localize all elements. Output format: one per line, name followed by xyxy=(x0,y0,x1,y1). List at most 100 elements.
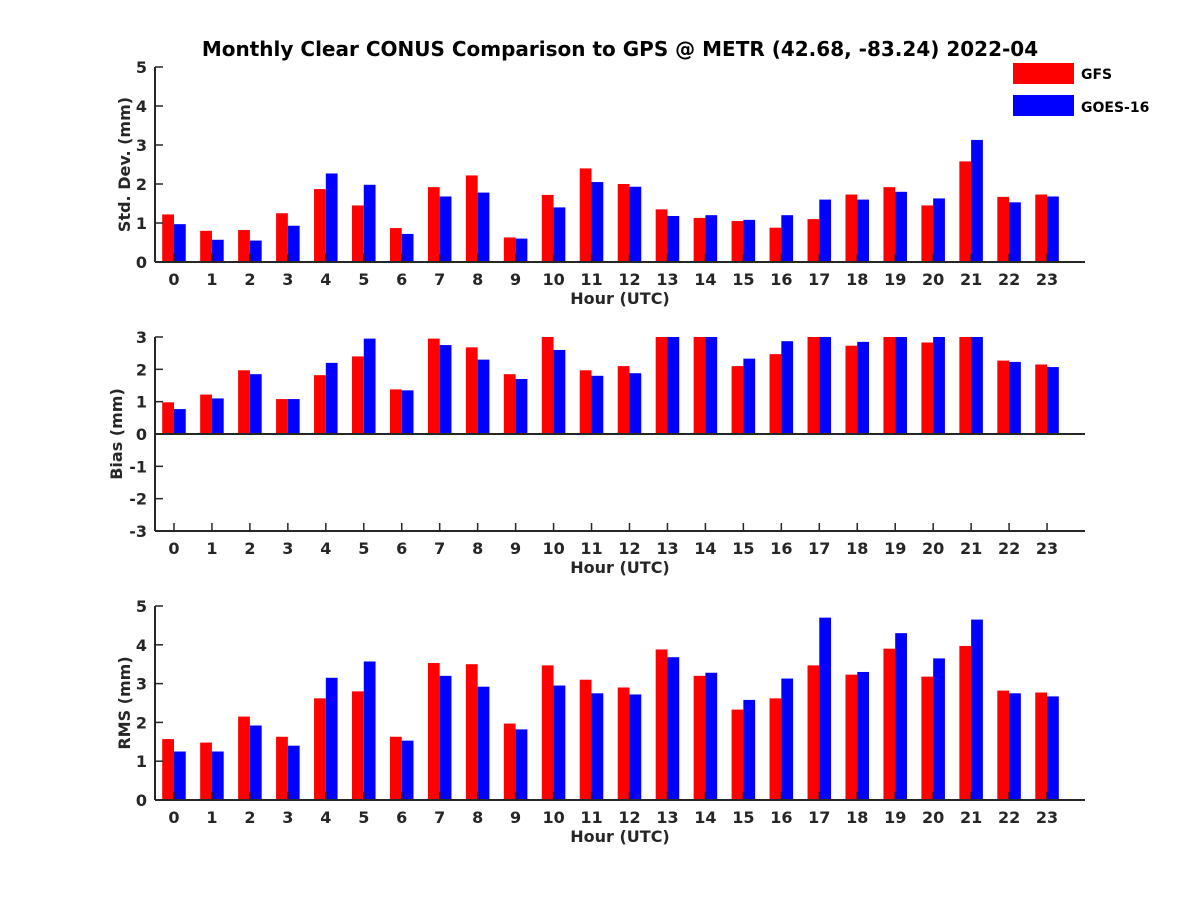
bar-gfs-hour-20 xyxy=(921,676,934,800)
bar-goes16-hour-11 xyxy=(591,375,604,434)
bar-gfs-hour-2 xyxy=(238,230,250,262)
bar-goes16-hour-15 xyxy=(743,358,756,434)
x-tick-label: 12 xyxy=(618,270,640,289)
bar-gfs-hour-1 xyxy=(200,742,212,800)
x-tick-label: 18 xyxy=(846,539,868,558)
x-tick-label: 10 xyxy=(542,539,564,558)
legend-swatch-goes16 xyxy=(1013,95,1074,116)
bar-gfs-hour-11 xyxy=(579,679,592,800)
x-tick-label: 11 xyxy=(580,539,602,558)
x-tick-label: 19 xyxy=(884,270,906,289)
x-tick-label: 5 xyxy=(358,539,369,558)
x-tick-label: 10 xyxy=(542,808,564,827)
x-tick-label: 15 xyxy=(732,808,754,827)
x-tick-label: 8 xyxy=(472,808,483,827)
y-axis-label: Std. Dev. (mm) xyxy=(115,97,134,232)
bar-gfs-hour-23 xyxy=(1035,692,1048,800)
bar-goes16-hour-5 xyxy=(363,661,376,800)
x-tick-label: 12 xyxy=(618,539,640,558)
x-tick-label: 21 xyxy=(960,270,982,289)
bar-gfs-hour-16 xyxy=(769,227,782,262)
bar-gfs-hour-9 xyxy=(503,237,516,262)
legend-label-goes16: GOES-16 xyxy=(1081,100,1149,116)
x-tick-label: 9 xyxy=(510,539,521,558)
bar-goes16-hour-7 xyxy=(439,196,452,262)
y-tick-label: 2 xyxy=(136,175,147,194)
bar-goes16-hour-2 xyxy=(249,725,262,800)
bar-goes16-hour-16 xyxy=(781,341,794,434)
bar-gfs-hour-3 xyxy=(276,736,288,800)
bar-goes16-hour-23 xyxy=(1047,367,1059,434)
x-tick-label: 23 xyxy=(1036,270,1058,289)
x-tick-label: 16 xyxy=(770,270,792,289)
bar-goes16-hour-16 xyxy=(781,215,794,262)
x-tick-label: 23 xyxy=(1036,808,1058,827)
bar-gfs-hour-17 xyxy=(807,337,820,434)
bar-goes16-hour-9 xyxy=(515,729,528,800)
bar-gfs-hour-10 xyxy=(541,337,554,434)
x-tick-label: 8 xyxy=(472,539,483,558)
bar-gfs-hour-23 xyxy=(1035,194,1048,262)
x-tick-label: 4 xyxy=(320,539,331,558)
bar-gfs-hour-23 xyxy=(1035,364,1048,434)
y-tick-label: 0 xyxy=(136,425,147,444)
x-tick-label: 9 xyxy=(510,808,521,827)
bar-gfs-hour-10 xyxy=(541,665,554,800)
bar-gfs-hour-11 xyxy=(579,370,592,434)
bar-goes16-hour-1 xyxy=(211,239,224,262)
bar-gfs-hour-19 xyxy=(883,337,896,434)
bar-goes16-hour-16 xyxy=(781,678,794,800)
bar-gfs-hour-20 xyxy=(921,205,934,262)
bar-gfs-hour-10 xyxy=(541,194,554,262)
x-tick-label: 3 xyxy=(282,808,293,827)
bar-gfs-hour-18 xyxy=(845,345,858,434)
bar-gfs-hour-17 xyxy=(807,665,820,800)
bar-goes16-hour-11 xyxy=(591,182,604,262)
bar-goes16-hour-20 xyxy=(933,337,945,434)
x-tick-label: 5 xyxy=(358,270,369,289)
bar-goes16-hour-7 xyxy=(439,345,452,434)
legend-label-gfs: GFS xyxy=(1081,67,1112,83)
x-tick-label: 22 xyxy=(998,270,1020,289)
x-tick-label: 11 xyxy=(580,808,602,827)
x-tick-label: 13 xyxy=(656,539,678,558)
bar-goes16-hour-7 xyxy=(439,675,452,800)
x-tick-label: 14 xyxy=(694,808,716,827)
x-tick-label: 7 xyxy=(434,808,445,827)
x-tick-label: 11 xyxy=(580,270,602,289)
bar-gfs-hour-8 xyxy=(465,175,478,262)
y-tick-label: 0 xyxy=(136,253,147,272)
bar-goes16-hour-6 xyxy=(401,233,414,262)
bar-goes16-hour-19 xyxy=(895,191,907,262)
bar-gfs-hour-22 xyxy=(997,360,1010,434)
bar-goes16-hour-8 xyxy=(477,686,490,800)
y-tick-label: 1 xyxy=(136,214,147,233)
x-tick-label: 16 xyxy=(770,539,792,558)
y-tick-label: -3 xyxy=(129,522,147,541)
bar-goes16-hour-19 xyxy=(895,633,907,800)
x-tick-label: 17 xyxy=(808,270,830,289)
x-tick-label: 10 xyxy=(542,270,564,289)
bar-goes16-hour-18 xyxy=(857,199,870,262)
bar-goes16-hour-11 xyxy=(591,693,604,800)
y-tick-label: 5 xyxy=(136,597,147,616)
y-tick-label: 4 xyxy=(136,97,147,116)
bar-gfs-hour-21 xyxy=(959,337,972,434)
x-tick-label: 4 xyxy=(320,270,331,289)
bar-goes16-hour-20 xyxy=(933,658,945,800)
x-tick-label: 18 xyxy=(846,808,868,827)
bar-goes16-hour-3 xyxy=(287,225,300,262)
bar-gfs-hour-22 xyxy=(997,690,1010,800)
bar-goes16-hour-8 xyxy=(477,359,490,434)
bar-goes16-hour-12 xyxy=(629,186,642,262)
bar-gfs-hour-0 xyxy=(162,739,174,800)
bar-gfs-hour-6 xyxy=(389,228,402,262)
x-tick-label: 22 xyxy=(998,539,1020,558)
x-tick-label: 6 xyxy=(396,270,407,289)
x-tick-label: 9 xyxy=(510,270,521,289)
bar-goes16-hour-17 xyxy=(819,199,832,262)
y-tick-label: 4 xyxy=(136,636,147,655)
x-tick-label: 18 xyxy=(846,270,868,289)
